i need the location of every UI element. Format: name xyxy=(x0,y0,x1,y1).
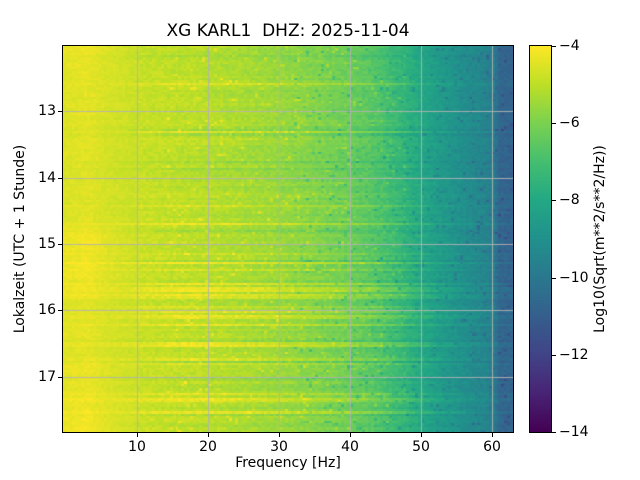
chart-title: XG KARL1 DHZ: 2025-11-04 xyxy=(166,21,410,41)
colorbar-tick-label: −14 xyxy=(559,424,589,440)
x-tick-mark xyxy=(350,433,351,437)
y-tick-label: 13 xyxy=(38,103,56,119)
x-tick-label: 60 xyxy=(483,439,501,455)
x-tick-mark xyxy=(208,433,209,437)
colorbar-tick-mark xyxy=(552,46,556,47)
colorbar-tick-label: −10 xyxy=(559,270,589,286)
spectrogram-canvas xyxy=(63,46,513,432)
x-tick-label: 40 xyxy=(341,439,359,455)
x-tick-mark xyxy=(492,433,493,437)
colorbar-tick-mark xyxy=(552,123,556,124)
colorbar-tick-mark xyxy=(552,278,556,279)
x-tick-mark xyxy=(137,433,138,437)
colorbar-tick-label: −6 xyxy=(559,115,580,131)
x-tick-label: 30 xyxy=(270,439,288,455)
y-tick-label: 17 xyxy=(38,369,56,385)
colorbar-canvas xyxy=(530,46,551,432)
x-tick-label: 10 xyxy=(128,439,146,455)
colorbar-tick-mark xyxy=(552,355,556,356)
y-tick-mark xyxy=(58,310,62,311)
y-tick-label: 14 xyxy=(38,170,56,186)
x-tick-mark xyxy=(279,433,280,437)
colorbar-tick-label: −12 xyxy=(559,347,589,363)
colorbar-tick-mark xyxy=(552,200,556,201)
x-tick-mark xyxy=(421,433,422,437)
y-tick-label: 16 xyxy=(38,302,56,318)
colorbar-tick-mark xyxy=(552,432,556,433)
colorbar-tick-label: −4 xyxy=(559,38,580,54)
colorbar xyxy=(529,45,552,433)
y-tick-mark xyxy=(58,377,62,378)
x-tick-label: 20 xyxy=(199,439,217,455)
colorbar-label: Log10(Sqrt(m**2/s**2/Hz)) xyxy=(592,145,608,333)
y-tick-mark xyxy=(58,244,62,245)
x-axis-label: Frequency [Hz] xyxy=(235,455,341,471)
y-tick-mark xyxy=(58,178,62,179)
x-tick-label: 50 xyxy=(412,439,430,455)
y-tick-mark xyxy=(58,111,62,112)
y-tick-label: 15 xyxy=(38,236,56,252)
spectrogram-plot-area xyxy=(62,45,514,433)
colorbar-tick-label: −8 xyxy=(559,192,580,208)
